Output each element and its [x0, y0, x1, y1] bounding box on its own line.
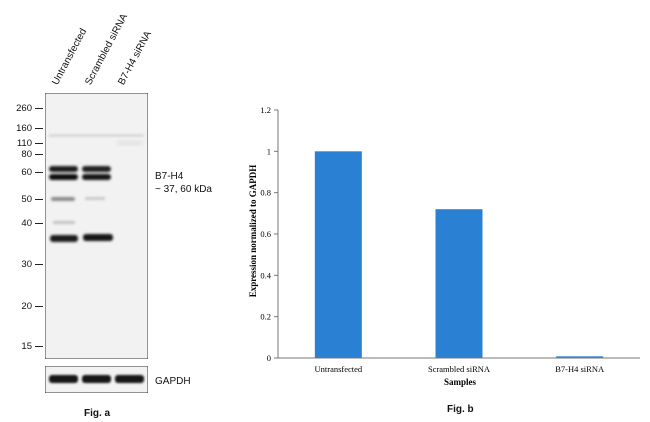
- bar: [435, 209, 483, 358]
- bar: [556, 356, 604, 358]
- bar-chart: Expression normalized to GAPDH 0 0.2 0.4 0.…: [248, 105, 640, 387]
- target-label-kda: ~ 37, 60 kDa: [155, 184, 212, 195]
- lane1-bands: [49, 166, 78, 242]
- mw-20: 20: [21, 301, 32, 312]
- figure-caption-b: Fig. b: [447, 404, 474, 415]
- mw-30: 30: [21, 259, 32, 270]
- y-axis: 0 0.2 0.4 0.6 0.8 1 1.2: [260, 105, 279, 363]
- x-tick-label: Untransfected: [314, 364, 362, 374]
- loading-label-gapdh: GAPDH: [155, 376, 191, 387]
- lane-label-untransfected: Untransfected: [50, 26, 90, 88]
- lane2-bands: [82, 166, 113, 241]
- mw-260: 260: [16, 103, 32, 114]
- mw-110: 110: [16, 138, 32, 149]
- y-tick-label: 0.4: [260, 270, 271, 280]
- target-label-b7h4: B7-H4: [155, 171, 184, 182]
- mw-40: 40: [21, 218, 32, 229]
- lane3-bands: [117, 141, 143, 145]
- mw-160: 160: [16, 123, 32, 134]
- y-tick-label: 0.6: [260, 229, 271, 239]
- y-tick-label: 0: [267, 353, 271, 363]
- y-tick-label: 1: [267, 146, 271, 156]
- mw-15: 15: [21, 341, 32, 352]
- figure-caption-a: Fig. a: [84, 408, 111, 419]
- gapdh-membrane: [45, 366, 148, 393]
- mw-60: 60: [21, 167, 32, 178]
- y-tick-label: 1.2: [260, 105, 271, 115]
- y-axis-title: Expression normalized to GAPDH: [248, 165, 258, 298]
- lane-label-b7h4-sirna: B7-H4 siRNA: [116, 29, 154, 87]
- x-tick-label: B7-H4 siRNA: [555, 364, 605, 374]
- y-tick-label: 0.8: [260, 188, 271, 198]
- x-axis: Untransfected Scrambled siRNA B7-H4 siRNA: [278, 357, 640, 374]
- mw-80: 80: [21, 149, 32, 160]
- x-axis-title: Samples: [444, 377, 477, 387]
- y-tick-label: 0.2: [260, 312, 271, 322]
- blot-membrane: [45, 93, 148, 359]
- x-tick-label: Scrambled siRNA: [428, 364, 491, 374]
- mw-50: 50: [21, 194, 32, 205]
- bar: [314, 151, 362, 358]
- bars: [314, 151, 604, 358]
